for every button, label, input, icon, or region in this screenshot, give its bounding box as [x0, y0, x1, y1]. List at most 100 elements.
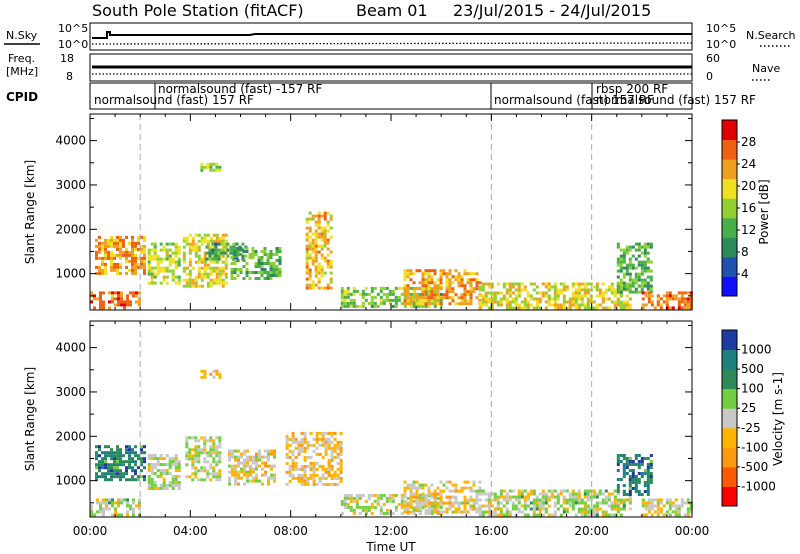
velocity-cell: [131, 475, 134, 479]
power-cell: [403, 304, 407, 308]
power-cell: [433, 296, 437, 300]
velocity-cell: [321, 455, 325, 459]
power-cell: [230, 277, 234, 280]
velocity-cell: [255, 467, 258, 471]
velocity-cell: [466, 480, 470, 484]
velocity-cell: [412, 507, 416, 511]
velocity-cell: [171, 487, 175, 490]
power-cell: [143, 244, 146, 248]
velocity-cell: [379, 505, 383, 509]
power-cell: [150, 281, 154, 285]
power-cell: [168, 248, 172, 252]
power-cell: [329, 226, 333, 230]
power-cell: [499, 297, 503, 301]
velocity-cell: [586, 489, 590, 493]
power-cell: [574, 294, 578, 298]
power-cell: [668, 297, 672, 301]
power-cell: [125, 256, 128, 260]
velocity-cell: [246, 458, 249, 462]
power-cell: [200, 165, 204, 169]
power-cell: [601, 282, 605, 286]
power-cell: [171, 275, 175, 279]
velocity-cell: [165, 469, 169, 472]
power-cell: [126, 294, 129, 298]
velocity-cell: [119, 448, 122, 452]
power-cell: [305, 253, 309, 257]
power-cell: [463, 293, 467, 297]
velocity-cell: [237, 476, 240, 480]
power-cell: [412, 292, 416, 296]
velocity-cell: [168, 466, 172, 469]
velocity-cell: [150, 466, 154, 469]
power-cell: [433, 304, 437, 308]
velocity-cell: [297, 452, 301, 456]
velocity-cell: [336, 473, 340, 477]
power-cell: [574, 282, 578, 286]
power-cell: [421, 296, 425, 300]
power-cell: [205, 245, 209, 249]
velocity-colorbar-segment: [722, 388, 737, 409]
power-cell: [457, 275, 461, 279]
power-cell: [643, 269, 647, 273]
velocity-cell: [388, 499, 392, 503]
velocity-cell: [613, 513, 617, 517]
velocity-cell: [580, 513, 584, 517]
power-cell: [191, 281, 195, 285]
power-cell: [619, 263, 623, 267]
velocity-cell: [376, 493, 380, 497]
power-cell: [140, 265, 143, 269]
power-cell: [128, 253, 131, 257]
power-cell: [358, 304, 362, 308]
power-cell: [628, 306, 632, 310]
power-cell: [562, 300, 566, 304]
power-cell: [143, 256, 146, 260]
power-cell: [153, 248, 157, 252]
power-cell: [245, 250, 249, 253]
power-cell: [640, 269, 644, 273]
power-cell: [643, 251, 647, 255]
velocity-cell: [460, 510, 464, 514]
power-cell: [424, 302, 428, 306]
velocity-cell: [191, 448, 195, 452]
velocity-cell: [349, 493, 353, 497]
power-cell: [520, 306, 524, 310]
velocity-cell: [119, 469, 122, 473]
power-cell: [385, 292, 389, 296]
power-cell: [314, 238, 318, 242]
power-cell: [150, 254, 154, 258]
velocity-cell: [150, 469, 154, 472]
power-cell: [523, 288, 527, 292]
velocity-cell: [650, 501, 654, 505]
power-cell: [490, 285, 494, 289]
power-cell: [323, 259, 327, 263]
velocity-cell: [174, 484, 178, 487]
power-cell: [607, 297, 611, 301]
power-cell: [637, 248, 641, 252]
power-cell: [188, 260, 192, 264]
velocity-cell: [406, 505, 410, 509]
velocity-cell: [613, 495, 617, 499]
power-cell: [159, 269, 163, 273]
velocity-cell: [349, 496, 353, 500]
velocity-cell: [628, 463, 632, 466]
power-cell: [478, 294, 482, 298]
power-cell: [680, 297, 684, 301]
power-cell: [370, 298, 374, 302]
velocity-cell: [218, 445, 222, 449]
velocity-cell: [177, 463, 181, 466]
power-cell: [424, 269, 428, 273]
velocity-cell: [288, 464, 292, 468]
power-cell: [218, 269, 222, 273]
x-axis-label: Time UT: [365, 540, 416, 554]
velocity-cell: [556, 498, 560, 502]
power-cell: [108, 300, 111, 304]
velocity-cell: [508, 513, 512, 517]
velocity-cell: [117, 513, 120, 517]
velocity-cell: [162, 487, 166, 490]
power-cell: [610, 285, 614, 289]
velocity-cell: [126, 498, 129, 502]
power-cell: [677, 300, 681, 304]
power-cell: [457, 272, 461, 276]
velocity-cell: [400, 505, 404, 509]
power-cell: [326, 262, 330, 266]
